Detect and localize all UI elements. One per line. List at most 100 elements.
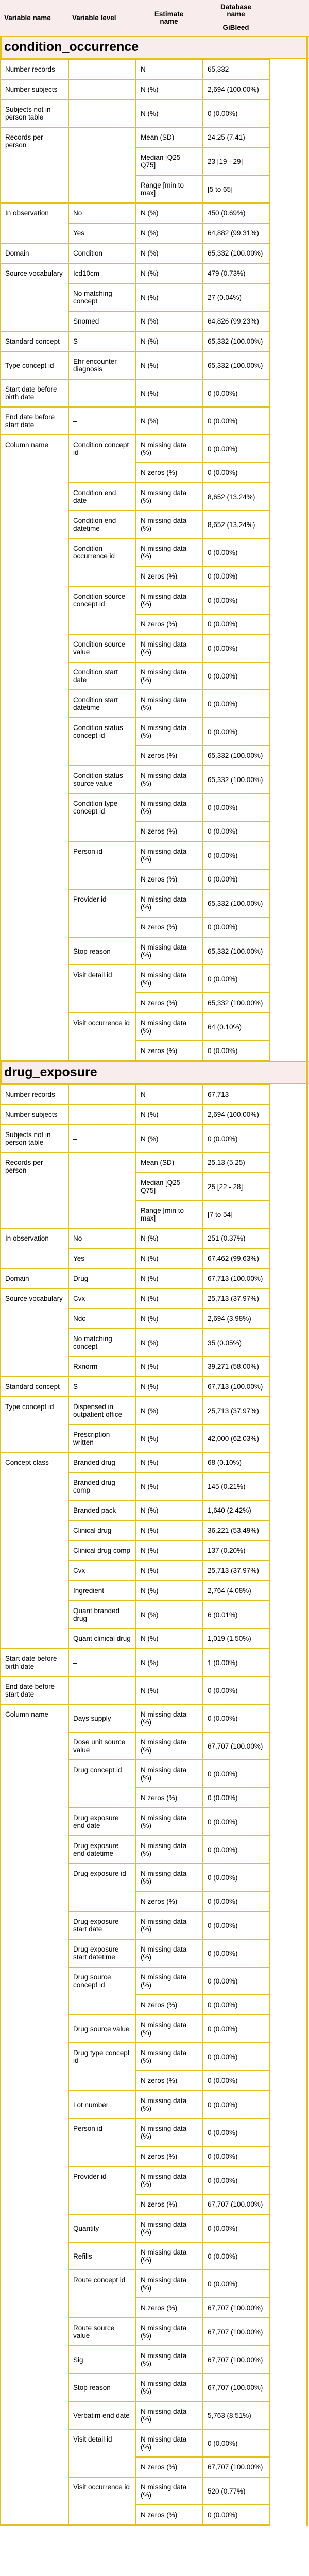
estimate-value-cell: 67,713 (100.00%) xyxy=(202,1376,270,1397)
estimate-name-cell: N missing data (%) xyxy=(135,2242,203,2270)
estimate-value-cell: 25.13 (5.25) xyxy=(202,1152,270,1173)
estimate-name-cell: N zeros (%) xyxy=(135,462,203,483)
table-row: Condition start datetime N missing data (… xyxy=(1,689,270,718)
estimate-name-cell: N (%) xyxy=(135,1560,203,1581)
variable-level-cell: Yes xyxy=(68,1248,136,1269)
estimate-name-cell: Median [Q25 - Q75] xyxy=(135,147,203,176)
estimate-value-cell: 0 (0.00%) xyxy=(202,2429,270,2458)
estimate-name-cell: N zeros (%) xyxy=(135,2456,203,2478)
table-row: Number records – N 65,332 xyxy=(0,59,270,80)
variable-level-cell: Drug exposure end datetime xyxy=(68,1835,136,1864)
table-row: Visit occurrence id N missing data (%) 64 … xyxy=(1,1012,270,1061)
variable-level-cell: Condition start date xyxy=(68,662,136,690)
estimate-value-cell: 0 (0.00%) xyxy=(202,406,270,435)
estimate-value-cell: [7 to 54] xyxy=(202,1200,270,1229)
estimate-value-cell: 0 (0.00%) xyxy=(202,538,270,567)
variable-level-cell: Days supply xyxy=(68,1704,136,1733)
variable-level-cell: Drug source concept id xyxy=(68,1967,136,2015)
estimate-name-cell: N (%) xyxy=(135,1356,203,1377)
estimate-name-cell: N xyxy=(135,59,203,80)
estimate-name-cell: N missing data (%) xyxy=(135,482,203,511)
variable-level-cell: Ndc xyxy=(68,1308,136,1329)
table-row: Quantity N missing data (%) 0 (0.00%) xyxy=(1,2214,270,2243)
variable-name-cell: In observation xyxy=(0,1228,69,1269)
estimate-value-cell: 0 (0.00%) xyxy=(202,566,270,587)
estimate-name-cell: N (%) xyxy=(135,406,203,435)
estimate-name-cell: N (%) xyxy=(135,1500,203,1521)
variable-level-cell: – xyxy=(68,59,136,80)
table-row: Condition status concept id N missing dat… xyxy=(1,717,270,766)
column-header-row: Variable name Variable level Estimate na… xyxy=(0,0,309,36)
estimate-name-cell: N missing data (%) xyxy=(135,889,203,918)
table-row: N zeros (%) 67,707 (100.00%) xyxy=(1,2194,270,2215)
estimate-name-cell: N (%) xyxy=(135,1308,203,1329)
estimate-value-cell: 450 (0.69%) xyxy=(202,202,270,224)
estimate-name-cell: N missing data (%) xyxy=(135,634,203,663)
estimate-value-cell: 1,019 (1.50%) xyxy=(202,1628,270,1649)
variable-level-cell: Drug xyxy=(68,1268,136,1289)
table-row: Ingredient N (%) 2,764 (4.08%) xyxy=(1,1580,270,1601)
variable-name-cell: Column name xyxy=(0,1704,69,2526)
estimate-name-cell: N (%) xyxy=(135,1328,203,1357)
variable-level-cell: Stop reason xyxy=(68,2373,136,2402)
report-body: condition_occurrence Number records – N 65,3… xyxy=(0,36,309,2526)
estimate-name-cell: N zeros (%) xyxy=(135,1040,203,1061)
estimate-value-cell: 0 (0.00%) xyxy=(202,2014,270,2043)
table-row: Condition status source value N missing d… xyxy=(1,765,270,794)
variable-level-cell: – xyxy=(68,1152,136,1229)
estimate-value-cell: 1,640 (2.42%) xyxy=(202,1500,270,1521)
table-row: End date before start date – N (%) 0 (0.00%… xyxy=(0,406,270,435)
estimate-value-cell: 64,882 (99.31%) xyxy=(202,223,270,244)
estimate-value-cell: 67,707 (100.00%) xyxy=(202,2456,270,2478)
variable-level-cell: No matching concept xyxy=(68,283,136,312)
estimate-name-cell: N missing data (%) xyxy=(135,937,203,965)
table-row: N zeros (%) 0 (0.00%) xyxy=(1,566,270,587)
table-row: Number subjects – N (%) 2,694 (100.00%) xyxy=(0,1104,270,1125)
variable-name-cell: Source vocabulary xyxy=(0,1288,69,1377)
table-row: Median [Q25 - Q75] 23 [19 - 29] xyxy=(1,147,270,176)
table-row: Number subjects – N (%) 2,694 (100.00%) xyxy=(0,79,270,100)
variable-name-cell: Records per person xyxy=(0,127,69,204)
estimate-value-cell: 67,462 (99.63%) xyxy=(202,1248,270,1269)
variable-level-cell: Snomed xyxy=(68,311,136,332)
estimate-name-cell: N missing data (%) xyxy=(135,2014,203,2043)
estimate-name-cell: N (%) xyxy=(135,379,203,408)
table-row: Cvx N (%) 25,713 (37.97%) xyxy=(1,1560,270,1581)
table-row: Visit detail id N missing data (%) 0 (0.00… xyxy=(1,964,270,1013)
table-row: Type concept id Dispensed in outpatient o… xyxy=(0,1396,270,1453)
estimate-name-cell: N (%) xyxy=(135,1288,203,1309)
estimate-value-cell: 0 (0.00%) xyxy=(202,2042,270,2071)
estimate-name-cell: N (%) xyxy=(135,1104,203,1125)
variable-level-cell: Condition occurrence id xyxy=(68,538,136,587)
estimate-name-cell: N zeros (%) xyxy=(135,992,203,1013)
estimate-value-cell: 137 (0.20%) xyxy=(202,1540,270,1561)
table-row: Drug exposure end datetime N missing data… xyxy=(1,1835,270,1864)
variable-level-cell: S xyxy=(68,1376,136,1397)
variable-level-cell: Stop reason xyxy=(68,937,136,965)
variable-level-cell: Condition type concept id xyxy=(68,793,136,842)
variable-name-cell: Number records xyxy=(0,1084,69,1105)
variable-level-cell: – xyxy=(68,1084,136,1105)
table-row: Stop reason N missing data (%) 67,707 (100… xyxy=(1,2373,270,2402)
variable-level-cell: – xyxy=(68,1104,136,1125)
estimate-name-cell: N missing data (%) xyxy=(135,1863,203,1892)
table-row: No matching concept N (%) 27 (0.04%) xyxy=(1,283,270,312)
estimate-name-cell: N missing data (%) xyxy=(135,1807,203,1836)
database-name-spanner: Database name xyxy=(220,3,252,18)
estimate-value-cell: 0 (0.00%) xyxy=(202,2242,270,2270)
estimate-value-cell: 67,707 (100.00%) xyxy=(202,2194,270,2215)
variable-level-cell: Clinical drug comp xyxy=(68,1540,136,1561)
column-header-variable-level: Variable level xyxy=(72,14,116,22)
estimate-name-cell: N xyxy=(135,1084,203,1105)
table-row: Standard concept S N (%) 65,332 (100.00%) xyxy=(0,331,270,352)
estimate-value-cell: 6 (0.01%) xyxy=(202,1600,270,1629)
table-row: Drug exposure end date N missing data (%)… xyxy=(1,1807,270,1836)
estimate-value-cell: 65,332 (100.00%) xyxy=(202,351,270,380)
variable-level-cell: No xyxy=(68,202,136,224)
variable-name-cell: Domain xyxy=(0,243,69,264)
table-row: Concept class Branded drug N (%) 68 (0.10%) xyxy=(0,1452,270,1649)
variable-level-cell: Ingredient xyxy=(68,1580,136,1601)
table-row: N zeros (%) 0 (0.00%) xyxy=(1,2146,270,2167)
table-row: N zeros (%) 0 (0.00%) xyxy=(1,2070,270,2091)
estimate-name-cell: N (%) xyxy=(135,351,203,380)
